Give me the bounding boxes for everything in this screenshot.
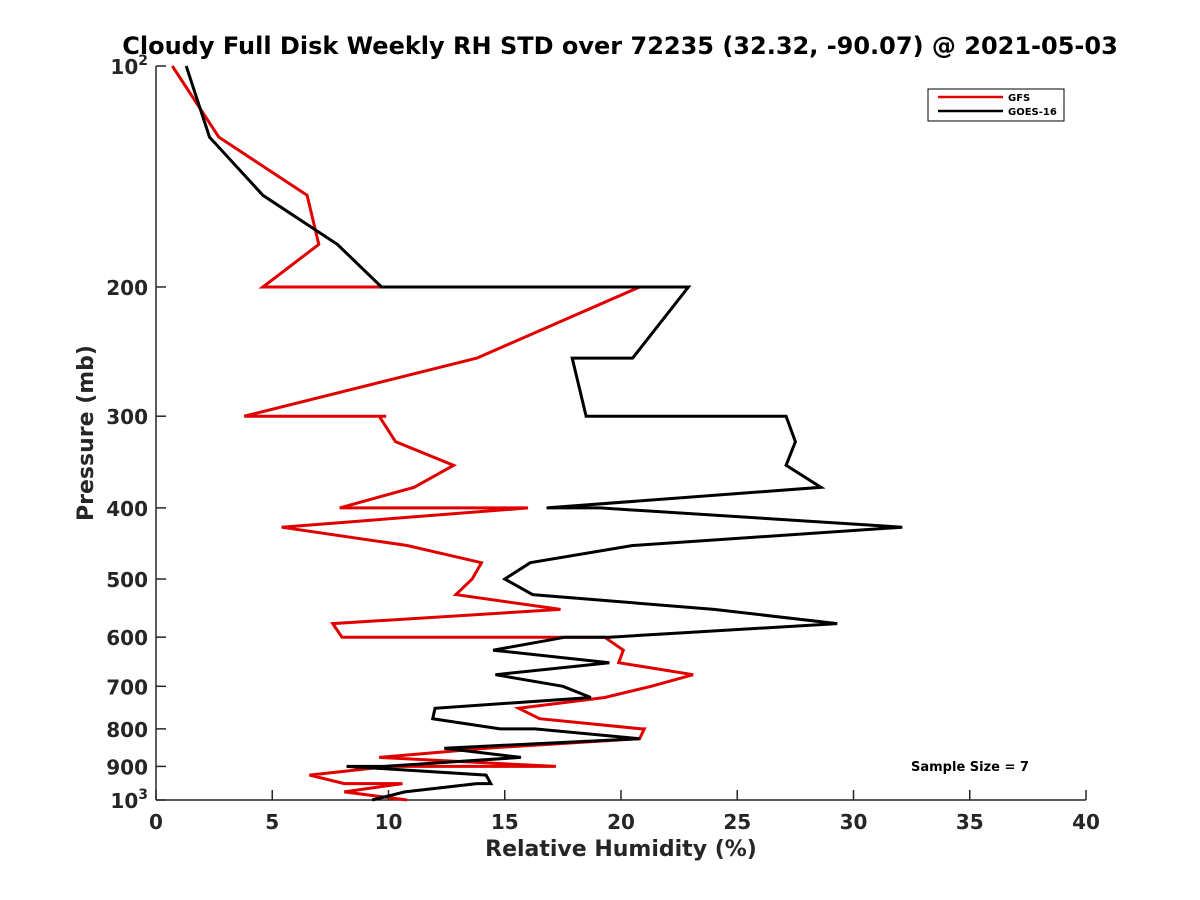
y-tick-label-300: 300 [106,405,148,429]
x-tick-label-20: 20 [607,810,635,834]
y-tick-base-500: 500 [106,568,148,592]
x-tick-label-30: 30 [840,810,868,834]
x-tick-label-35: 35 [956,810,984,834]
y-tick-base-100: 10 [110,55,138,79]
x-tick-label-10: 10 [375,810,403,834]
x-axis-ticks: 0 5 10 15 20 25 30 35 40 [149,790,1100,834]
series-line-gfs [171,65,694,802]
y-tick-label-100: 102 [110,53,148,79]
legend-box [927,88,1065,122]
y-tick-label-200: 200 [106,276,148,300]
sample-size-annotation: Sample Size = 7 [911,760,1029,775]
legend-label-goes16: GOES-16 [1008,107,1057,118]
y-tick-base-600: 600 [106,626,148,650]
chart-title: Cloudy Full Disk Weekly RH STD over 7223… [122,32,1118,60]
x-tick-label-40: 40 [1072,810,1100,834]
y-tick-label-600: 600 [106,626,148,650]
y-tick-label-900: 900 [106,755,148,779]
y-tick-label-1000: 103 [110,787,148,813]
y-tick-base-700: 700 [106,675,148,699]
y-tick-label-500: 500 [106,568,148,592]
y-tick-label-700: 700 [106,675,148,699]
series-line-goes16 [184,65,903,802]
y-tick-base-1000: 10 [110,789,138,813]
x-axis-label: Relative Humidity (%) [485,837,757,862]
legend-label-gfs: GFS [1008,93,1030,104]
y-tick-exponent-100: 2 [138,53,148,69]
y-tick-label-800: 800 [106,718,148,742]
y-tick-exponent-1000: 3 [138,787,148,803]
x-tick-label-25: 25 [723,810,751,834]
y-tick-label-400: 400 [106,497,148,521]
y-tick-base-900: 900 [106,755,148,779]
y-tick-base-300: 300 [106,405,148,429]
y-tick-base-200: 200 [106,276,148,300]
x-tick-label-15: 15 [491,810,519,834]
x-tick-label-5: 5 [265,810,279,834]
y-tick-base-400: 400 [106,497,148,521]
legend: GFS GOES-16 [927,88,1065,122]
y-axis-label: Pressure (mb) [74,345,99,521]
series-layer [171,65,903,802]
y-tick-base-800: 800 [106,718,148,742]
x-tick-label-0: 0 [149,810,163,834]
